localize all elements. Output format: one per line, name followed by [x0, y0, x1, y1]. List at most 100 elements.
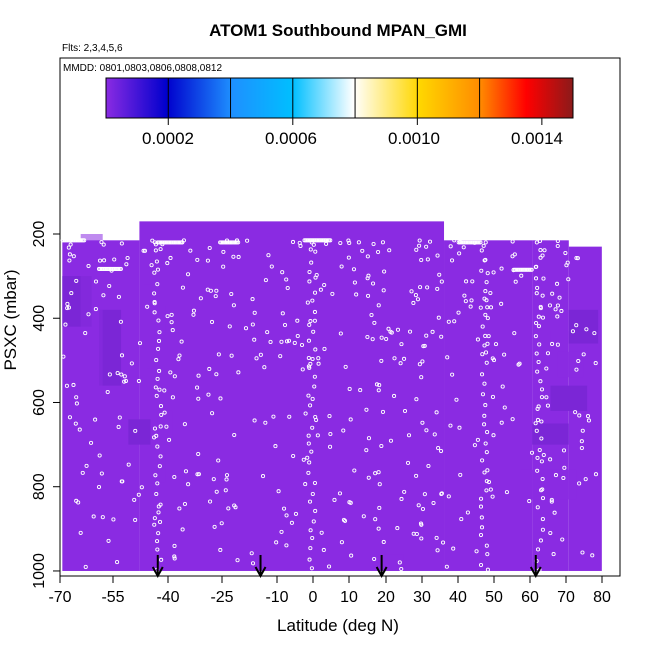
sample-marker [291, 453, 296, 459]
x-tick-label: -10 [265, 589, 288, 606]
flights-note: Flts: 2,3,4,5,6 [62, 43, 123, 54]
sample-marker [236, 240, 241, 245]
sample-marker [227, 324, 232, 329]
sample-marker [196, 451, 201, 457]
sample-marker [74, 238, 79, 243]
sample-marker [73, 238, 78, 243]
sample-marker [384, 336, 389, 342]
sample-marker [308, 528, 313, 533]
sample-marker [213, 294, 218, 299]
sample-marker [502, 405, 507, 410]
sample-marker [402, 489, 407, 494]
sample-marker [472, 240, 477, 245]
sample-marker [300, 367, 305, 372]
sample-marker [330, 291, 335, 296]
sample-marker [461, 245, 466, 250]
sample-marker [305, 455, 310, 460]
sample-marker [67, 258, 72, 263]
sample-marker [273, 444, 278, 449]
y-tick-label: 600 [31, 389, 48, 416]
sample-marker [579, 446, 584, 451]
sample-marker [168, 255, 173, 261]
sample-marker [71, 254, 76, 259]
sample-marker [328, 238, 333, 243]
sample-marker [446, 494, 451, 499]
sample-marker [510, 417, 515, 422]
sample-marker [312, 480, 318, 486]
sample-marker [152, 310, 157, 315]
sample-marker [421, 344, 426, 349]
sample-marker [153, 248, 158, 253]
sample-marker [64, 238, 69, 243]
sample-marker [553, 307, 558, 312]
sample-marker [93, 279, 99, 284]
sample-marker [544, 395, 549, 400]
sample-marker [279, 529, 284, 534]
sample-marker [122, 374, 127, 379]
sample-marker [168, 240, 173, 245]
sample-marker [434, 535, 439, 540]
sample-marker [307, 269, 312, 275]
sample-marker [557, 295, 562, 300]
sample-marker [439, 491, 444, 496]
sample-marker [540, 293, 545, 298]
sample-marker [465, 240, 470, 245]
sample-marker [376, 526, 381, 531]
sample-marker [198, 296, 203, 301]
sample-marker [157, 368, 162, 374]
sample-marker [534, 351, 539, 356]
sample-marker [250, 561, 256, 566]
arrow-head [529, 566, 542, 579]
sample-marker [540, 527, 545, 532]
sample-marker [224, 477, 229, 482]
sample-marker [465, 510, 470, 515]
sample-marker [417, 362, 422, 367]
sample-marker [525, 267, 530, 272]
sample-marker [316, 238, 321, 243]
sample-marker [156, 346, 161, 351]
sample-marker [560, 537, 565, 542]
sample-marker [176, 240, 181, 245]
sample-marker [282, 322, 288, 328]
sample-marker [286, 338, 292, 343]
dates-note: MMDD: 0801,0803,0806,0808,0812 [63, 63, 222, 74]
sample-marker [230, 240, 236, 245]
sample-marker [419, 375, 424, 380]
sample-marker [577, 481, 582, 486]
sample-marker [113, 266, 118, 272]
x-tick-label: 40 [449, 589, 467, 606]
sample-marker [321, 547, 326, 553]
sample-marker [188, 248, 193, 253]
sample-marker [422, 492, 427, 497]
sample-marker [310, 396, 315, 402]
sample-marker [158, 502, 163, 507]
sample-marker [392, 393, 397, 399]
sample-marker [236, 254, 241, 260]
sample-marker [263, 420, 268, 425]
sample-marker [315, 238, 320, 243]
sample-marker [157, 330, 162, 335]
sample-marker [89, 440, 94, 445]
sample-marker [528, 267, 533, 272]
sample-marker [155, 267, 160, 272]
sample-marker [581, 352, 586, 357]
sample-marker [218, 240, 223, 245]
sample-marker [392, 356, 397, 361]
sample-marker [483, 289, 488, 294]
sample-marker [167, 240, 172, 245]
sample-marker [382, 269, 387, 274]
sample-marker [212, 524, 217, 529]
sample-marker [115, 560, 120, 565]
sample-marker [381, 288, 386, 293]
sample-marker [445, 355, 450, 360]
sample-marker [491, 358, 497, 363]
sample-marker [132, 497, 137, 502]
sample-marker [226, 506, 231, 511]
heatmap-cell [444, 240, 533, 571]
sample-marker [535, 455, 540, 460]
sample-marker [555, 342, 560, 347]
sample-marker [205, 258, 210, 263]
sample-marker [535, 406, 540, 411]
sample-marker [418, 285, 423, 290]
sample-marker [322, 346, 327, 351]
